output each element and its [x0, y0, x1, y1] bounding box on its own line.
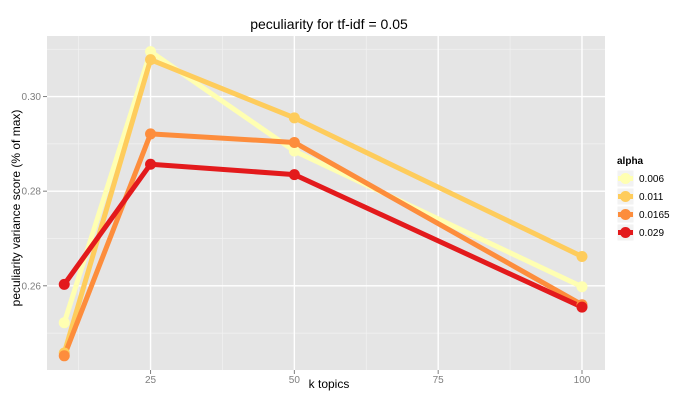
- minor-gridlines: [47, 36, 605, 370]
- data-point: [576, 281, 588, 293]
- x-tick-label: 75: [433, 375, 445, 386]
- x-tick-label: 25: [145, 375, 157, 386]
- y-tick-label: 0.30: [22, 92, 42, 103]
- y-tick-label: 0.28: [22, 187, 42, 198]
- x-tick-label: 50: [289, 375, 301, 386]
- legend-label: 0.029: [639, 228, 664, 239]
- data-point: [58, 278, 70, 290]
- data-point: [576, 301, 588, 313]
- legend-point: [620, 227, 631, 238]
- data-point: [576, 250, 588, 262]
- data-point: [145, 46, 157, 58]
- series-lines: [61, 49, 585, 359]
- chart-title: peculiarity for tf-idf = 0.05: [250, 16, 408, 32]
- legend-items: 0.006 0.011 0.0165 0.029: [616, 169, 670, 242]
- data-point: [288, 169, 300, 181]
- data-point: [58, 350, 70, 362]
- series-line: [61, 131, 585, 359]
- data-point: [145, 54, 157, 66]
- y-axis-ticks: 0.26 0.28 0.30: [22, 92, 47, 292]
- y-tick-label: 0.26: [22, 281, 42, 292]
- data-point: [288, 145, 300, 157]
- series-line: [61, 57, 585, 356]
- y-axis-label: peculiarity variance score (% of max): [9, 110, 23, 307]
- plot-panel: [47, 36, 605, 370]
- data-point: [58, 317, 70, 329]
- series-line: [61, 49, 585, 326]
- series-line: [61, 161, 585, 310]
- x-tick-label: 100: [574, 375, 591, 386]
- data-point: [145, 158, 157, 170]
- legend-label: 0.011: [639, 192, 664, 203]
- legend-point: [620, 191, 631, 202]
- data-point: [145, 128, 157, 140]
- legend-title: alpha: [617, 156, 644, 167]
- legend-label: 0.006: [639, 174, 664, 185]
- data-point: [288, 136, 300, 148]
- legend-point: [620, 209, 631, 220]
- x-axis-label: k topics: [309, 377, 350, 391]
- legend: alpha 0.006 0.011 0.0165 0.029: [616, 156, 670, 242]
- legend-point: [620, 173, 631, 184]
- series-points: [58, 46, 588, 362]
- data-point: [288, 112, 300, 124]
- legend-label: 0.0165: [639, 210, 670, 221]
- x-axis-ticks: 25 50 75 100: [145, 370, 591, 386]
